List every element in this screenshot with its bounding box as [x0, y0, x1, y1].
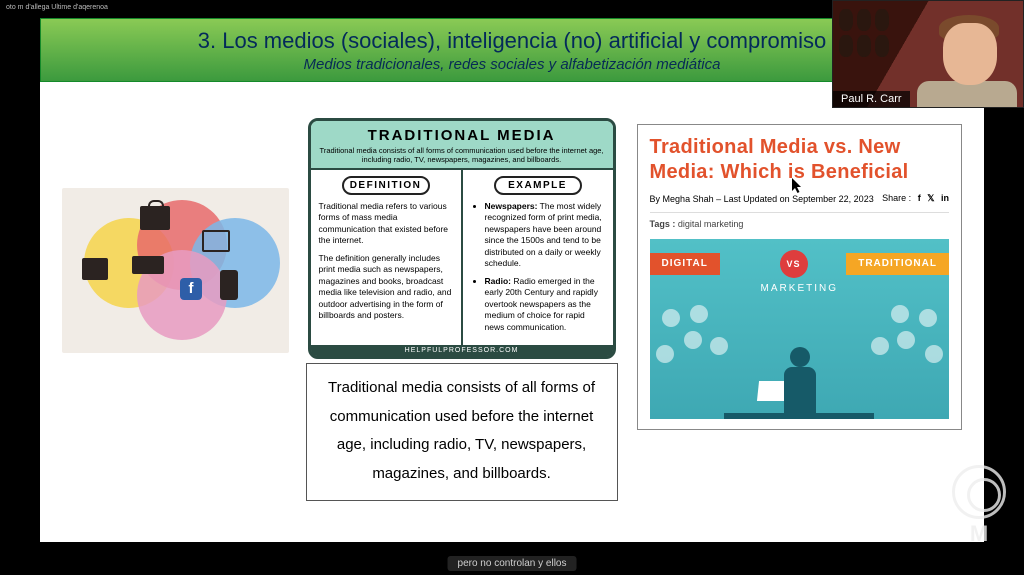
- digital-banner: DIGITAL: [650, 253, 720, 275]
- example-news-label: Newspapers:: [485, 201, 538, 211]
- live-caption: pero no controlan y ellos: [448, 556, 577, 571]
- example-radio-label: Radio:: [485, 276, 511, 286]
- traditional-media-column: TRADITIONAL MEDIA Traditional media cons…: [307, 118, 617, 501]
- hero-bubble-icon: [925, 345, 943, 363]
- share-block: Share : f 𝕏 in: [882, 193, 949, 204]
- tags-label: Tags :: [650, 219, 676, 229]
- example-pill: EXAMPLE: [494, 176, 582, 195]
- article-title: Traditional Media vs. New Media: Which i…: [650, 135, 949, 185]
- logo-ring-icon: [952, 465, 1006, 519]
- article-tags: Tags : digital marketing: [650, 219, 949, 229]
- hero-bubble-icon: [684, 331, 702, 349]
- example-news-text: The most widely recognized form of print…: [485, 201, 602, 268]
- mid-caption: Traditional media consists of all forms …: [306, 363, 618, 501]
- watermark-logo: M: [944, 465, 1014, 535]
- tv-icon: [140, 206, 170, 230]
- hero-bubble-icon: [897, 331, 915, 349]
- article-hero: DIGITAL VS TRADITIONAL MARKETING: [650, 239, 949, 419]
- media-icons-graphic: f: [62, 188, 289, 353]
- newspaper-icon: [82, 258, 108, 280]
- slide-subtitle: Medios tradicionales, redes sociales y a…: [304, 56, 721, 73]
- traditional-banner: TRADITIONAL: [846, 253, 949, 275]
- definition-p2: The definition generally includes print …: [319, 253, 453, 322]
- slide-content: f TRADITIONAL MEDIA Traditional media co…: [40, 108, 984, 542]
- article-card: Traditional Media vs. New Media: Which i…: [637, 124, 962, 430]
- presenter-name-tag: Paul R. Carr: [833, 91, 910, 107]
- example-newspapers: Newspapers: The most widely recognized f…: [485, 201, 605, 270]
- share-label: Share :: [882, 193, 911, 203]
- divider: [650, 212, 949, 213]
- wall-masks-icon: [839, 9, 889, 57]
- hero-bubble-icon: [662, 309, 680, 327]
- radio-icon: [132, 256, 164, 274]
- definition-p1: Traditional media refers to various form…: [319, 201, 453, 247]
- definition-pill: DEFINITION: [342, 176, 430, 195]
- facebook-icon: f: [180, 278, 202, 300]
- hero-bubble-icon: [656, 345, 674, 363]
- desk-icon: [724, 413, 874, 419]
- tm-header: TRADITIONAL MEDIA Traditional media cons…: [311, 121, 613, 170]
- presenter-face: [943, 23, 997, 85]
- tm-footer: HELPFULPROFESSOR.COM: [311, 345, 613, 356]
- hero-bubble-icon: [919, 309, 937, 327]
- video-stage: oto m d'allega Ultime d'aqerenoa 3. Los …: [0, 0, 1024, 575]
- tm-definition-cell: DEFINITION Traditional media refers to v…: [311, 170, 461, 345]
- monitor-icon: [202, 230, 230, 252]
- logo-letter: M: [944, 521, 1014, 547]
- hero-bubble-icon: [891, 305, 909, 323]
- tm-body: DEFINITION Traditional media refers to v…: [311, 170, 613, 345]
- hero-bubble-icon: [871, 337, 889, 355]
- linkedin-share-icon[interactable]: in: [941, 193, 949, 203]
- phone-icon: [220, 270, 238, 300]
- article-meta: By Megha Shah – Last Updated on Septembe…: [650, 193, 949, 204]
- menubar-text: oto m d'allega Ultime d'aqerenoa: [6, 4, 108, 11]
- twitter-share-icon[interactable]: 𝕏: [927, 193, 934, 203]
- example-radio: Radio: Radio emerged in the early 20th C…: [485, 276, 605, 333]
- slide-title: 3. Los medios (sociales), inteligencia (…: [198, 28, 826, 54]
- vs-badge: VS: [780, 250, 808, 278]
- tm-title: TRADITIONAL MEDIA: [319, 127, 605, 144]
- presenter-webcam[interactable]: Paul R. Carr: [832, 0, 1024, 108]
- hero-bubble-icon: [690, 305, 708, 323]
- tm-example-cell: EXAMPLE Newspapers: The most widely reco…: [461, 170, 613, 345]
- tag-value: digital marketing: [675, 219, 743, 229]
- person-silhouette-icon: [754, 309, 844, 419]
- tm-blurb: Traditional media consists of all forms …: [319, 146, 605, 164]
- marketing-label: MARKETING: [650, 283, 949, 294]
- traditional-media-card: TRADITIONAL MEDIA Traditional media cons…: [308, 118, 616, 359]
- article-byline: By Megha Shah – Last Updated on Septembe…: [650, 194, 874, 204]
- facebook-share-icon[interactable]: f: [918, 193, 921, 203]
- hero-bubble-icon: [710, 337, 728, 355]
